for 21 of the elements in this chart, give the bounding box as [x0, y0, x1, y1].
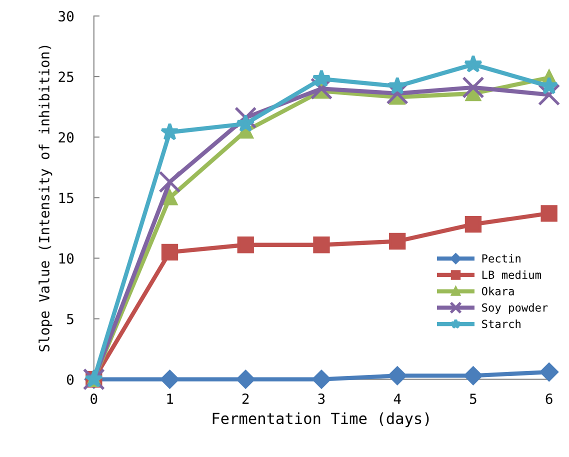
x-tick-label: 2 — [242, 394, 249, 404]
x-tick-label: 1 — [167, 394, 173, 404]
y-tick-label: 15 — [59, 192, 74, 204]
legend-label: Starch — [482, 320, 520, 328]
legend-label: Okara — [482, 286, 514, 296]
x-tick-label: 3 — [318, 394, 325, 404]
x-tick-label: 5 — [470, 394, 476, 404]
y-tick-label: 25 — [58, 72, 74, 82]
legend-label: Soy powder — [482, 303, 548, 314]
x-axis-title: Fermentation Time (days) — [212, 412, 429, 428]
legend-label: Pectin — [482, 254, 520, 263]
y-tick-label: 10 — [59, 253, 74, 264]
x-tick-label: 6 — [546, 394, 552, 404]
y-tick-label: 5 — [67, 314, 74, 324]
x-tick-label: 0 — [90, 394, 98, 404]
y-tick-label: 0 — [66, 374, 74, 385]
legend-label: LB medium — [482, 270, 541, 279]
y-tick-label: 30 — [58, 11, 74, 22]
x-tick-label: 4 — [394, 394, 401, 404]
y-tick-label: 20 — [58, 132, 74, 143]
y-axis-title: Slope Value (Intensity of inhibition) — [38, 46, 52, 352]
